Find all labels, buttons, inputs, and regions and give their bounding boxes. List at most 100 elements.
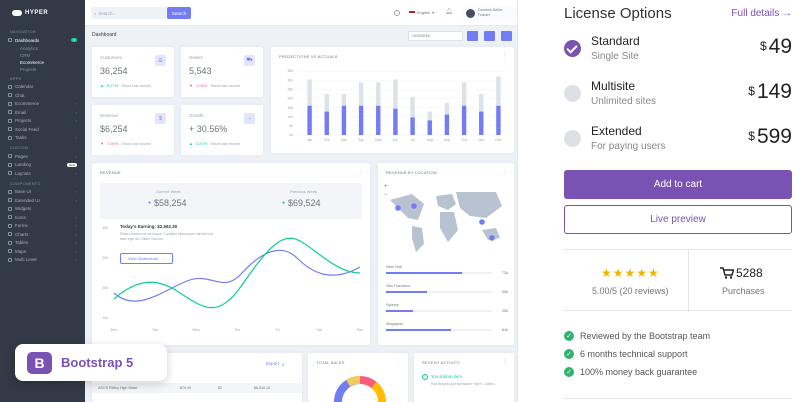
sidebar-item-label: Tables xyxy=(15,240,29,246)
sidebar-item[interactable]: Tasks › xyxy=(0,134,85,143)
total-sales-title: TOTAL SALES xyxy=(316,360,345,365)
city-row: New York 72k xyxy=(386,265,508,279)
check-circle-icon: ✓ xyxy=(564,349,574,359)
radio-icon[interactable] xyxy=(564,130,581,147)
city-value: 39k xyxy=(501,290,508,294)
more-icon[interactable]: ⋮ xyxy=(396,359,401,365)
divider xyxy=(688,250,689,312)
radio-icon[interactable] xyxy=(564,85,581,102)
calendar-button[interactable] xyxy=(467,31,478,41)
live-preview-button[interactable]: Live preview xyxy=(564,205,792,234)
add-to-cart-button[interactable]: Add to cart xyxy=(564,170,792,199)
location-title: REVENUE BY LOCATION xyxy=(386,170,437,175)
menu-icon xyxy=(8,189,12,194)
projection-bar xyxy=(444,102,450,115)
kpi-change-value: 4.87% xyxy=(195,141,208,146)
table-row[interactable]: ASOS Ridley High Waist $79.49 82 $6,518.18 xyxy=(92,383,302,393)
sidebar-subitem[interactable]: CRM xyxy=(20,52,31,58)
actual-bar xyxy=(479,111,484,135)
feature-text: Reviewed by the Bootstrap team xyxy=(580,331,711,341)
sidebar-item[interactable]: Pages › xyxy=(0,152,85,161)
currency-symbol: $ xyxy=(759,39,767,53)
sidebar-item[interactable]: Ecommerce › xyxy=(0,100,85,109)
sidebar-item[interactable]: Forms › xyxy=(0,222,85,231)
y-tick-label: 20k xyxy=(287,97,293,101)
y-tick-label: 0k xyxy=(289,133,293,137)
progress-track xyxy=(386,310,492,312)
search-button[interactable]: Search xyxy=(167,7,191,19)
sidebar-item[interactable]: Chat xyxy=(0,91,85,100)
language-label: English xyxy=(417,10,431,15)
city-value: 72k xyxy=(501,271,508,275)
kpi-change: ▲ 4.87% Since last month xyxy=(189,141,240,146)
kpi-value: + 30.56% xyxy=(189,124,228,134)
refresh-button[interactable] xyxy=(484,31,495,41)
more-icon[interactable]: ⋮ xyxy=(358,169,363,175)
sidebar-item[interactable]: Layouts › xyxy=(0,169,85,178)
revenue-chart: 10k 20k 30k 40k Mon Tue Wed Thu Fri Sat Sun xyxy=(102,226,363,332)
projection-bar xyxy=(479,94,484,112)
search-input[interactable]: ⌕ Search... xyxy=(91,7,191,19)
sidebar-item[interactable]: Tables › xyxy=(0,239,85,248)
kpi-icon: ⛟ xyxy=(244,55,255,66)
sidebar-section-title: NAVIGATION xyxy=(10,30,36,34)
sidebar-item[interactable]: Multi Level › xyxy=(0,256,85,265)
user-menu[interactable]: Dominic Keller Founder xyxy=(463,5,517,21)
svg-text:−: − xyxy=(384,192,388,198)
license-option-multisite[interactable]: Multisite Unlimited sites $149 xyxy=(564,78,792,123)
license-option-extended[interactable]: Extended For paying users $599 xyxy=(564,123,792,168)
table-cell: ASOS Ridley High Waist xyxy=(98,386,138,390)
date-input[interactable]: 10/29/2018 xyxy=(408,31,463,41)
sidebar-item[interactable]: Dashboards 5 xyxy=(0,36,85,45)
sidebar-item[interactable]: Maps › xyxy=(0,247,85,256)
more-icon[interactable]: ⋮ xyxy=(502,169,507,175)
sidebar-subitem[interactable]: Ecommerce xyxy=(20,59,45,65)
filter-button[interactable] xyxy=(501,31,512,41)
chevron-right-icon: › xyxy=(75,118,77,124)
progress-fill xyxy=(386,310,413,312)
sidebar-item[interactable]: Email › xyxy=(0,108,85,117)
sidebar-item[interactable]: Widgets xyxy=(0,205,85,214)
chevron-right-icon: › xyxy=(75,257,77,263)
license-option-standard[interactable]: Standard Single Site $49 xyxy=(564,33,792,78)
sidebar-nav: NAVIGATION Dashboards 5 Analytics CRM Ecommer… xyxy=(0,26,85,264)
sidebar-subitem[interactable]: Analytics xyxy=(20,45,39,51)
donut-chart xyxy=(334,375,387,402)
sidebar-item[interactable]: Landing New xyxy=(0,161,85,170)
sidebar-item[interactable]: Icons › xyxy=(0,213,85,222)
full-details-link[interactable]: Full details → xyxy=(731,8,792,19)
user-role: Founder xyxy=(478,13,490,17)
month-label: Jun xyxy=(393,138,399,142)
brand-logo[interactable]: HYPER xyxy=(0,0,85,26)
more-icon[interactable]: ⋮ xyxy=(502,53,507,59)
more-icon[interactable]: ⋮ xyxy=(502,359,507,365)
page-title: Dashboard xyxy=(92,32,117,38)
actual-bar xyxy=(427,120,432,135)
sidebar-item[interactable]: Extended UI › xyxy=(0,196,85,205)
city-row: San Francisco 39k xyxy=(386,284,508,298)
settings-icon[interactable] xyxy=(394,10,400,16)
radio-checked-icon[interactable] xyxy=(564,40,581,57)
menu-icon xyxy=(8,206,12,211)
activity-item[interactable]: You sold an item xyxy=(431,374,462,379)
sidebar-item-label: Pages xyxy=(15,153,28,159)
projection-bar xyxy=(410,96,415,118)
previous-week-label: Previous Week xyxy=(290,189,317,194)
sidebar-item[interactable]: Charts › xyxy=(0,230,85,239)
sidebar-subitem[interactable]: Projects xyxy=(20,66,37,72)
sidebar-item[interactable]: Projects › xyxy=(0,117,85,126)
sidebar-item-label: Calendar xyxy=(15,84,34,90)
currency-symbol: $ xyxy=(748,84,755,98)
language-selector[interactable]: English ▾ xyxy=(409,10,434,15)
kpi-change-note: Since last month xyxy=(121,83,151,88)
menu-icon xyxy=(8,162,12,167)
sidebar-item[interactable]: Calendar xyxy=(0,83,85,92)
kpi-value: 5,543 xyxy=(189,66,212,76)
view-statements-button[interactable]: View Statements → xyxy=(120,253,173,264)
sidebar-item[interactable]: Base UI › xyxy=(0,188,85,197)
sidebar-item[interactable]: Social Feed xyxy=(0,125,85,134)
bell-icon[interactable]: 🔔︎ xyxy=(445,9,453,15)
kpi-name: Orders xyxy=(189,55,203,60)
month-label: Apr xyxy=(358,138,364,142)
export-button[interactable]: Export ⤓ xyxy=(266,361,284,366)
